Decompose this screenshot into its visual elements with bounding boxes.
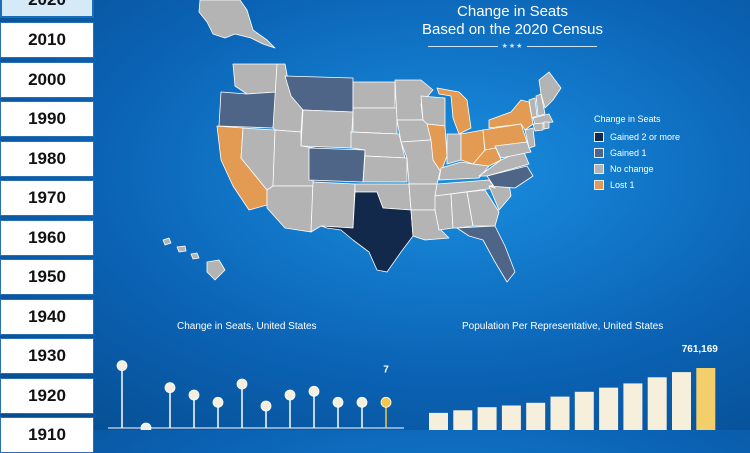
state-oregon[interactable] [218, 91, 278, 129]
pop-bar-1980[interactable] [599, 387, 619, 430]
seats-chart-title: Change in Seats, United States [177, 321, 317, 332]
legend-swatch [594, 132, 604, 142]
legend-item: Lost 1 [594, 180, 744, 190]
decade-button-1980[interactable]: 1980 [0, 141, 94, 177]
header: Change in Seats Based on the 2020 Census… [380, 3, 645, 50]
pop-chart-title: Population Per Representative, United St… [462, 321, 664, 332]
state-alaska[interactable] [198, 0, 276, 49]
state-colorado[interactable] [308, 147, 366, 183]
ornament-line-right [527, 45, 598, 47]
state-wyoming[interactable] [300, 109, 354, 149]
pop-bar-1960[interactable] [550, 396, 570, 430]
seats-point-1960[interactable] [236, 378, 248, 390]
legend-item: Gained 1 [594, 148, 744, 158]
decade-button-2000[interactable]: 2000 [0, 62, 94, 98]
state-connecticut[interactable] [532, 122, 544, 132]
decade-button-1950[interactable]: 1950 [0, 259, 94, 295]
pop-bar-1910[interactable] [429, 412, 448, 430]
state-new-mexico[interactable] [310, 181, 356, 233]
map-subtitle: Based on the 2020 Census [422, 21, 603, 38]
pop-bar-1940[interactable] [501, 405, 521, 430]
legend-item: Gained 2 or more [594, 132, 744, 142]
pop-bar-1990[interactable] [623, 383, 643, 430]
state-kansas[interactable] [362, 155, 408, 183]
seats-lollipop-chart: 7 [108, 360, 404, 430]
pop-highlight-label: 761,169 [682, 344, 719, 355]
pop-bar-2000[interactable] [647, 377, 667, 430]
state-hawaii[interactable] [162, 237, 226, 281]
state-west-virginia[interactable] [472, 145, 502, 167]
seats-point-2000[interactable] [332, 396, 344, 408]
pop-bar-1950[interactable] [526, 402, 546, 430]
decade-selector: 2020201020001990198019701960195019401930… [0, 0, 96, 453]
state-georgia[interactable] [466, 189, 500, 227]
legend-swatch [594, 148, 604, 158]
decade-button-1920[interactable]: 1920 [0, 378, 94, 414]
seats-point-1950[interactable] [212, 396, 224, 408]
legend-label: Gained 1 [610, 148, 647, 158]
seats-point-1930[interactable] [164, 382, 176, 394]
decade-button-1960[interactable]: 1960 [0, 220, 94, 256]
us-map [162, 0, 562, 283]
pop-bar-2010[interactable] [672, 372, 691, 430]
state-washington[interactable] [232, 63, 278, 95]
state-north-dakota[interactable] [352, 81, 396, 109]
legend-items: Gained 2 or more Gained 1 No change Lost 1 [594, 132, 744, 190]
decade-button-1930[interactable]: 1930 [0, 338, 94, 374]
seats-point-2010[interactable] [356, 396, 368, 408]
state-virginia[interactable] [478, 149, 530, 177]
legend-item: No change [594, 164, 744, 174]
state-alabama[interactable] [450, 191, 474, 229]
map-title: Change in Seats [457, 3, 568, 20]
state-idaho[interactable] [272, 63, 304, 133]
population-bar-chart: 761,169 [429, 344, 719, 430]
pop-bar-1930[interactable] [477, 407, 497, 430]
decade-button-1970[interactable]: 1970 [0, 180, 94, 216]
legend-swatch [594, 180, 604, 190]
ornament-stars: ★★★ [501, 43, 524, 50]
seats-point-1990[interactable] [308, 385, 320, 397]
map-legend: Change in Seats Gained 2 or more Gained 1… [594, 114, 744, 196]
state-north-carolina[interactable] [486, 165, 534, 189]
decade-button-2010[interactable]: 2010 [0, 22, 94, 58]
state-rhode-island[interactable] [543, 121, 550, 130]
pop-bar-2020[interactable] [696, 368, 716, 430]
state-arizona[interactable] [266, 185, 314, 233]
state-texas[interactable] [320, 191, 414, 273]
legend-label: No change [610, 164, 654, 174]
seats-highlight-label: 7 [383, 364, 389, 375]
seats-point-1940[interactable] [188, 389, 200, 401]
pop-bar-1970[interactable] [574, 391, 594, 430]
state-mississippi[interactable] [434, 193, 454, 231]
state-indiana[interactable] [446, 133, 462, 165]
ornament-line-left [427, 45, 498, 47]
decade-button-1990[interactable]: 1990 [0, 101, 94, 137]
state-new-york[interactable] [488, 99, 534, 131]
state-massachusetts[interactable] [532, 113, 554, 125]
state-arkansas[interactable] [408, 183, 438, 211]
title-ornament: ★★★ [380, 42, 645, 50]
legend-label: Lost 1 [610, 180, 635, 190]
pop-bar-1920[interactable] [453, 410, 473, 430]
state-florida[interactable] [456, 225, 516, 283]
seats-point-1980[interactable] [284, 389, 296, 401]
state-wisconsin[interactable] [420, 95, 446, 127]
state-maryland[interactable] [494, 141, 532, 159]
decade-button-1910[interactable]: 1910 [0, 417, 94, 453]
decade-button-1940[interactable]: 1940 [0, 299, 94, 335]
state-new-hampshire[interactable] [535, 93, 546, 117]
seats-point-1910[interactable] [116, 360, 128, 372]
seats-point-1970[interactable] [260, 400, 272, 412]
state-south-dakota[interactable] [352, 107, 398, 135]
state-maine[interactable] [538, 71, 562, 109]
legend-swatch [594, 164, 604, 174]
seats-point-1920[interactable] [140, 422, 152, 430]
seats-point-2020[interactable] [380, 396, 392, 408]
legend-title: Change in Seats [594, 114, 661, 124]
legend-label: Gained 2 or more [610, 132, 681, 142]
decade-button-2020[interactable]: 2020 [0, 0, 94, 18]
state-new-jersey[interactable] [524, 127, 536, 149]
state-vermont[interactable] [528, 97, 538, 119]
